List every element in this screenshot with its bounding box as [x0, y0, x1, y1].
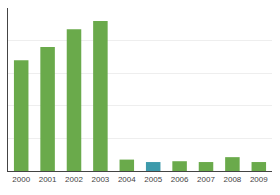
svg-text:2002: 2002 — [65, 175, 83, 184]
svg-text:2001: 2001 — [39, 175, 57, 184]
svg-text:2007: 2007 — [197, 175, 215, 184]
svg-text:2006: 2006 — [171, 175, 189, 184]
svg-text:2000: 2000 — [12, 175, 30, 184]
svg-text:2009: 2009 — [250, 175, 268, 184]
svg-text:2005: 2005 — [144, 175, 162, 184]
svg-text:2008: 2008 — [224, 175, 242, 184]
svg-text:2003: 2003 — [92, 175, 110, 184]
svg-text:2004: 2004 — [118, 175, 136, 184]
